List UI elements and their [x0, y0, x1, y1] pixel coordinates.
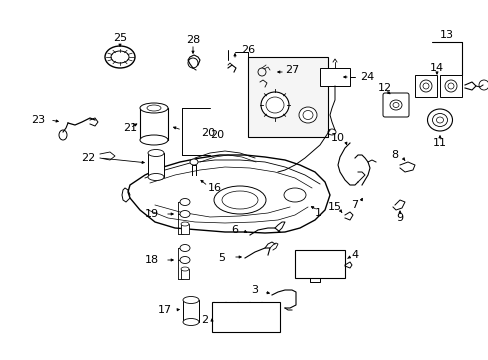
Text: 20: 20 — [201, 128, 215, 138]
Ellipse shape — [148, 174, 163, 180]
Text: 14: 14 — [429, 63, 443, 73]
Text: 3: 3 — [251, 285, 258, 295]
Text: 26: 26 — [241, 45, 255, 55]
FancyBboxPatch shape — [382, 93, 408, 117]
Text: 1: 1 — [314, 208, 321, 218]
Ellipse shape — [427, 109, 451, 131]
Bar — [140, 108, 168, 140]
Ellipse shape — [183, 297, 199, 303]
Bar — [294, 250, 345, 278]
Ellipse shape — [180, 211, 190, 217]
Text: 11: 11 — [432, 138, 446, 148]
Ellipse shape — [148, 149, 163, 157]
Text: 12: 12 — [377, 83, 391, 93]
Bar — [414, 75, 436, 97]
Text: 13: 13 — [439, 30, 453, 40]
Text: 24: 24 — [359, 72, 373, 82]
Text: 9: 9 — [396, 213, 403, 223]
Ellipse shape — [180, 244, 190, 252]
Text: 20: 20 — [209, 130, 224, 140]
Bar — [181, 269, 189, 279]
Ellipse shape — [180, 256, 190, 264]
Text: 5: 5 — [218, 253, 225, 263]
Text: 15: 15 — [327, 202, 341, 212]
Text: 8: 8 — [390, 150, 398, 160]
Text: 7: 7 — [351, 200, 358, 210]
Text: 4: 4 — [351, 250, 358, 260]
Ellipse shape — [183, 319, 199, 325]
Text: 27: 27 — [285, 65, 299, 75]
Text: 25: 25 — [113, 33, 127, 43]
Text: 18: 18 — [144, 255, 159, 265]
Ellipse shape — [261, 92, 288, 118]
Bar — [319, 68, 349, 86]
Ellipse shape — [181, 222, 189, 226]
Text: 22: 22 — [81, 153, 95, 163]
Text: 17: 17 — [158, 305, 172, 315]
Bar — [247, 57, 327, 137]
Ellipse shape — [105, 46, 135, 68]
Text: 2: 2 — [201, 315, 208, 325]
Bar — [181, 224, 189, 234]
Text: 10: 10 — [330, 133, 345, 143]
Polygon shape — [128, 155, 329, 233]
Text: 23: 23 — [31, 115, 45, 125]
Bar — [439, 75, 461, 97]
Text: 21: 21 — [122, 123, 137, 133]
Bar — [183, 300, 199, 322]
Bar — [212, 302, 280, 332]
Ellipse shape — [140, 135, 168, 145]
Ellipse shape — [180, 198, 190, 206]
Ellipse shape — [140, 103, 168, 113]
Text: 16: 16 — [207, 183, 222, 193]
Text: 28: 28 — [185, 35, 200, 45]
Text: 6: 6 — [231, 225, 238, 235]
Ellipse shape — [190, 159, 198, 165]
Text: 19: 19 — [144, 209, 159, 219]
Ellipse shape — [298, 107, 316, 123]
Ellipse shape — [181, 267, 189, 271]
Bar — [148, 153, 163, 177]
